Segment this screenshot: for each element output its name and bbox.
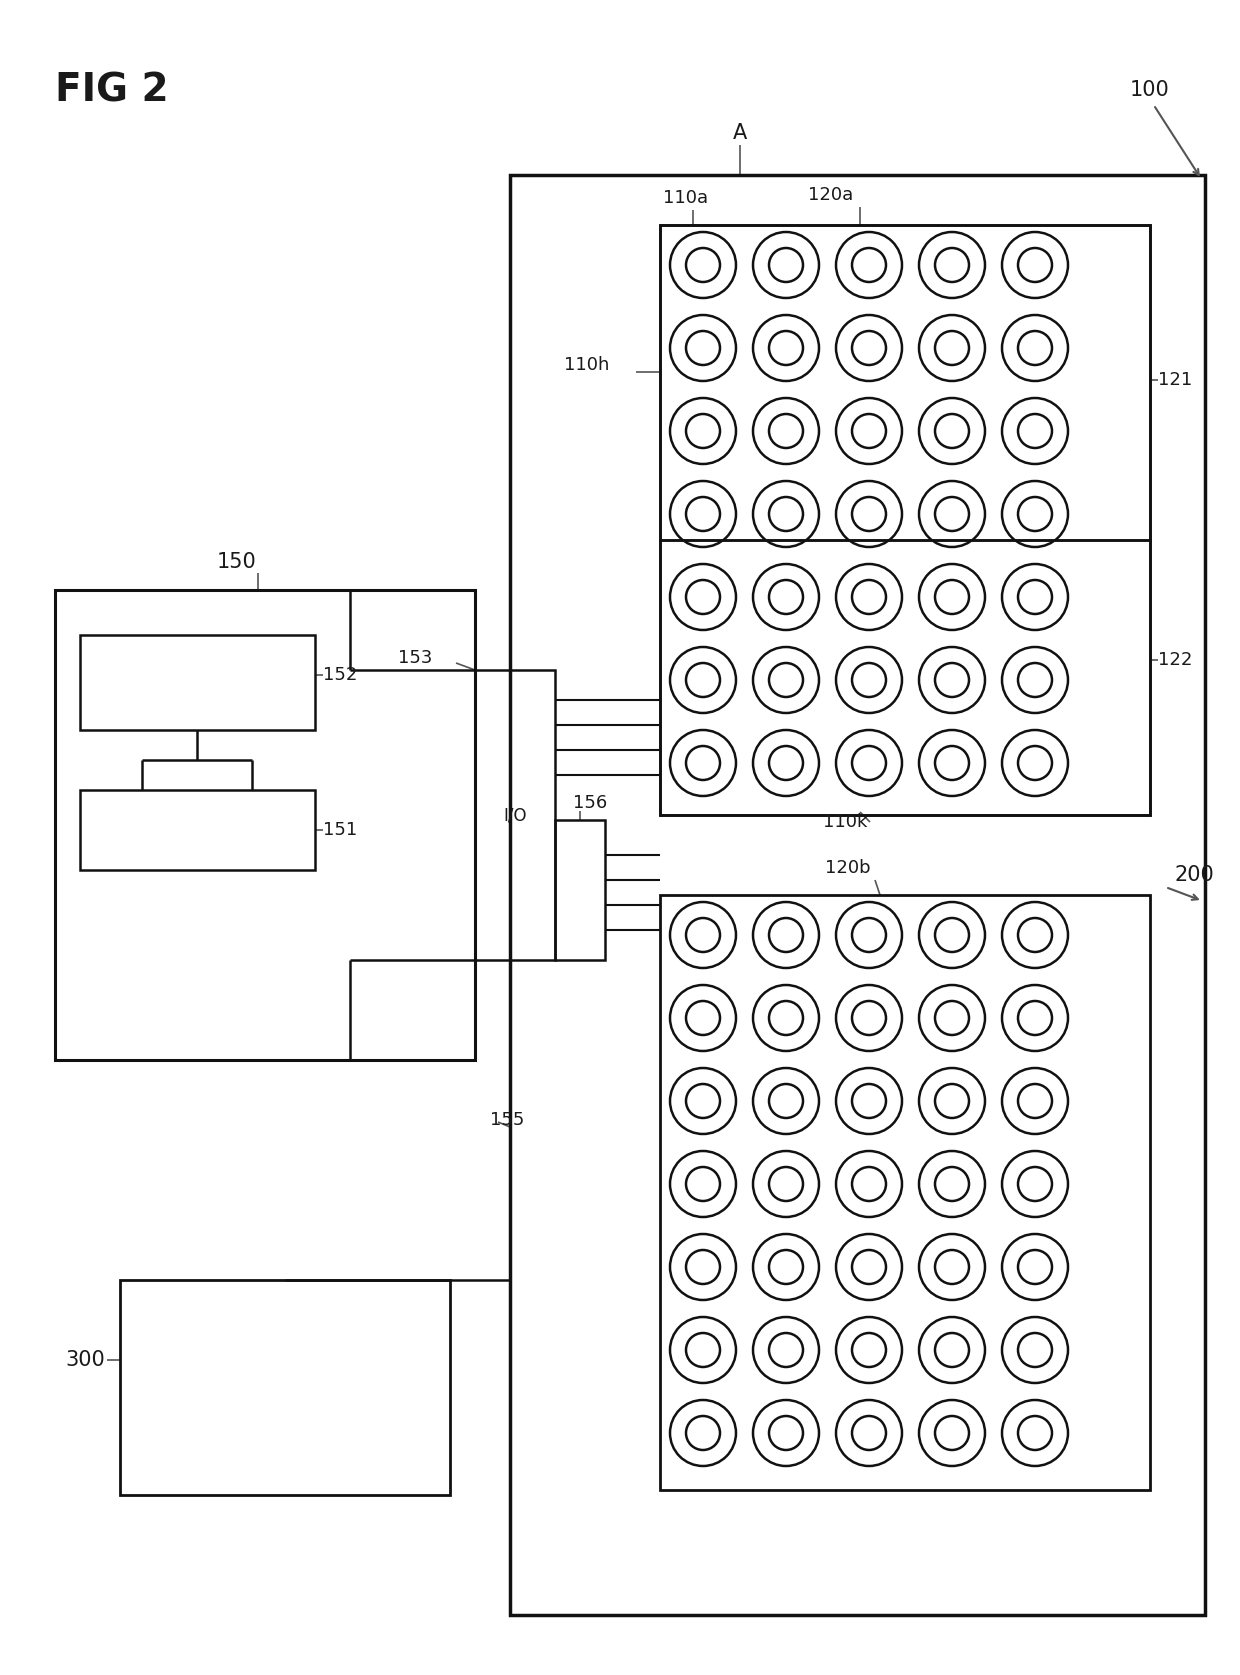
Text: 155: 155 — [490, 1111, 525, 1129]
Text: 121: 121 — [1158, 370, 1192, 389]
Bar — [556, 821, 605, 960]
Bar — [660, 224, 1149, 816]
Text: 300: 300 — [64, 1350, 104, 1370]
Bar — [660, 224, 1149, 539]
Bar — [660, 894, 1149, 1491]
Text: A: A — [733, 122, 748, 142]
Text: 110a: 110a — [663, 189, 708, 208]
Bar — [120, 1280, 450, 1496]
Bar — [55, 590, 475, 1060]
Text: 152: 152 — [322, 667, 357, 683]
Bar — [81, 791, 315, 869]
Text: 151: 151 — [322, 821, 357, 839]
Bar — [475, 670, 556, 960]
Text: 122: 122 — [1158, 652, 1193, 668]
Text: 150: 150 — [217, 553, 257, 571]
Text: 200: 200 — [1176, 864, 1215, 884]
Text: 120b: 120b — [825, 859, 870, 878]
Text: 100: 100 — [1130, 80, 1169, 100]
Text: 156: 156 — [573, 794, 608, 812]
Bar — [81, 635, 315, 730]
Text: 110h: 110h — [564, 357, 609, 374]
Text: I/O: I/O — [503, 806, 527, 824]
Text: FIG 2: FIG 2 — [55, 70, 169, 109]
Text: 153: 153 — [398, 648, 433, 667]
Bar — [510, 174, 1205, 1615]
Text: 110k: 110k — [823, 812, 867, 831]
Bar — [660, 539, 1149, 816]
Text: 120a: 120a — [808, 186, 853, 204]
